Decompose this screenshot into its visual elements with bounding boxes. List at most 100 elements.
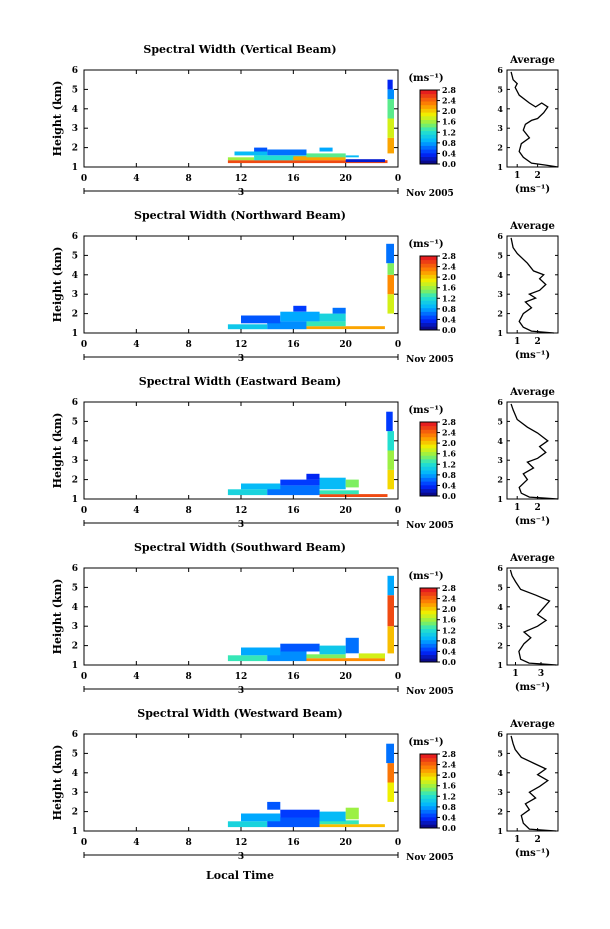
heatmap-cell <box>358 653 385 659</box>
colorbar-tick-label: 2.8 <box>442 749 456 759</box>
heatmap-cell <box>306 326 385 330</box>
average-y-tick-label: 4 <box>497 436 503 446</box>
colorbar-band <box>420 776 437 781</box>
colorbar-tick-label: 0.4 <box>442 480 456 490</box>
beam-panel-0: Spectral Width (Vertical Beam)0 4 8 12 16 20 0… <box>51 43 559 199</box>
colorbar-band <box>420 772 437 777</box>
average-profile-line <box>510 71 559 168</box>
colorbar-band <box>420 115 437 120</box>
y-tick-label: 2 <box>72 808 78 818</box>
average-x-tick-label: 2 <box>534 337 540 347</box>
colorbar-band <box>420 802 437 807</box>
average-frame <box>506 235 559 334</box>
colorbar-band <box>420 97 437 102</box>
colorbar-band <box>420 127 437 132</box>
colorbar-band <box>420 318 437 323</box>
day-label: 3 <box>238 188 244 198</box>
colorbar-tick-label: 0.4 <box>442 646 456 656</box>
average-x-tick-label: 1 <box>514 171 520 181</box>
colorbar-band <box>420 613 437 618</box>
colorbar: 2.82.42.01.61.20.80.40.0 <box>419 85 456 169</box>
colorbar-band <box>420 296 437 301</box>
heatmap-cell <box>319 147 333 152</box>
y-tick-label: 3 <box>72 456 78 466</box>
colorbar-band <box>420 632 437 637</box>
colorbar-tick-label: 1.6 <box>442 117 456 127</box>
colorbar-band <box>420 156 437 161</box>
x-tick-label: 0 <box>81 838 87 848</box>
colorbar-tick-label: 0.8 <box>442 802 456 812</box>
colorbar-band <box>420 602 437 607</box>
heatmap-cell <box>306 153 346 158</box>
colorbar-tick-label: 0.0 <box>442 325 456 335</box>
heatmap-cell <box>254 155 307 161</box>
average-profile-line <box>510 735 557 832</box>
heatmap-cell <box>293 305 307 312</box>
colorbar-tick-label: 2.4 <box>442 96 456 106</box>
heatmap-cell <box>386 243 394 264</box>
average-y-tick-label: 1 <box>497 660 503 670</box>
colorbar-band <box>420 628 437 633</box>
x-tick-label: 20 <box>339 506 352 516</box>
heatmap-cell <box>319 490 359 495</box>
average-y-tick-label: 3 <box>497 621 503 631</box>
heatmap-cell <box>319 477 346 490</box>
average-y-tick-label: 6 <box>497 231 503 241</box>
colorbar-band <box>420 643 437 648</box>
x-tick-label: 0 <box>81 174 87 184</box>
y-axis-label: Height (km) <box>51 81 64 157</box>
average-x-label: (ms⁻¹) <box>515 516 550 527</box>
y-tick-label: 3 <box>72 622 78 632</box>
heatmap-cell <box>387 294 394 314</box>
heatmap-cell <box>319 313 346 322</box>
colorbar-band <box>420 783 437 788</box>
colorbar-tick-label: 2.8 <box>442 85 456 95</box>
heatmap-cell <box>227 489 268 496</box>
average-x-tick-label: 2 <box>534 503 540 513</box>
colorbar-band <box>420 761 437 766</box>
colorbar-tick-label: 0.0 <box>442 159 456 169</box>
y-tick-label: 6 <box>72 66 78 76</box>
date-label: Nov 2005 <box>406 687 454 697</box>
average-x-tick-label: 1 <box>514 337 520 347</box>
colorbar-band <box>420 798 437 803</box>
heatmap-cell <box>387 575 394 596</box>
colorbar-band <box>420 757 437 762</box>
average-x-label: (ms⁻¹) <box>515 184 550 195</box>
y-tick-label: 5 <box>72 417 78 427</box>
colorbar-band <box>420 108 437 113</box>
colorbar-band <box>420 595 437 600</box>
colorbar-tick-label: 0.0 <box>442 657 456 667</box>
colorbar-tick-label: 2.4 <box>442 428 456 438</box>
heatmap-cell <box>387 595 394 627</box>
colorbar-tick-label: 1.6 <box>442 283 456 293</box>
heatmap-cell <box>387 450 394 470</box>
colorbar-tick-label: 1.6 <box>442 781 456 791</box>
y-tick-label: 3 <box>72 290 78 300</box>
y-tick-label: 6 <box>72 398 78 408</box>
heatmap-cell <box>332 307 346 314</box>
average-frame <box>506 401 559 500</box>
panel-title: Spectral Width (Northward Beam) <box>134 209 346 222</box>
colorbar-band <box>420 90 437 95</box>
y-axis-label: Height (km) <box>51 247 64 323</box>
average-x-tick-label: 1 <box>514 835 520 845</box>
average-profile-line <box>509 569 557 666</box>
y-tick-label: 5 <box>72 749 78 759</box>
x-tick-label: 20 <box>339 838 352 848</box>
panel-title: Spectral Width (Vertical Beam) <box>143 43 336 56</box>
colorbar-band <box>420 311 437 316</box>
heatmap-cell <box>319 820 359 825</box>
colorbar-band <box>420 768 437 773</box>
colorbar-band <box>420 805 437 810</box>
colorbar-band <box>420 263 437 268</box>
heatmap-cell <box>227 324 268 330</box>
colorbar-band <box>420 779 437 784</box>
colorbar-band <box>420 599 437 604</box>
y-tick-label: 4 <box>72 271 78 281</box>
x-tick-label: 16 <box>287 506 300 516</box>
colorbar-band <box>420 791 437 796</box>
average-y-tick-label: 6 <box>497 397 503 407</box>
colorbar-tick-label: 2.0 <box>442 272 456 282</box>
x-tick-label: 8 <box>186 506 192 516</box>
